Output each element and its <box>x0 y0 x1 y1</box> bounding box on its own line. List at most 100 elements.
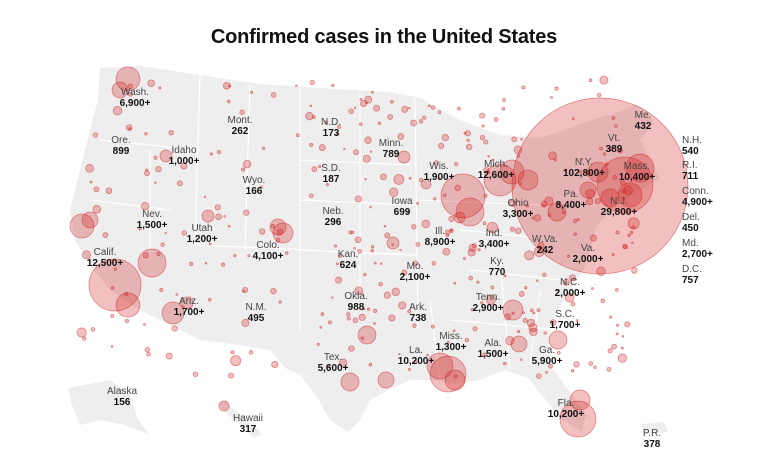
case-bubble <box>354 236 362 244</box>
state-name: Fla. <box>557 398 575 409</box>
state-label-wv: W.Va. 242 <box>532 234 558 256</box>
case-bubble <box>611 343 617 350</box>
case-bubble <box>586 197 594 206</box>
case-bubble <box>514 227 522 234</box>
case-bubble <box>319 326 323 329</box>
state-name: Miss. <box>439 331 463 342</box>
case-bubble <box>464 338 469 343</box>
state-label-nc: N.C. 2,000+ <box>555 277 586 299</box>
case-bubble <box>311 166 318 172</box>
state-name: Ga. <box>538 345 556 356</box>
case-bubble <box>483 139 489 145</box>
state-name: Md. <box>682 238 699 249</box>
state-case-count: 1,000+ <box>168 156 200 167</box>
case-bubble <box>386 236 400 250</box>
case-bubble <box>223 215 226 218</box>
case-bubble <box>522 317 528 323</box>
state-label-mn: Minn. 789 <box>379 138 403 160</box>
case-bubble <box>158 86 162 90</box>
case-bubble <box>201 209 215 223</box>
case-bubble <box>165 352 173 360</box>
case-bubble <box>621 188 626 194</box>
state-case-count: 770 <box>488 267 506 278</box>
case-bubble <box>359 122 363 127</box>
state-label-pa: Pa. 8,400+ <box>556 189 587 211</box>
state-label-al: Ala. 1,500+ <box>478 338 509 360</box>
state-case-count: 1,700+ <box>173 307 205 318</box>
case-bubble <box>192 371 199 377</box>
state-case-count: 317 <box>239 424 257 435</box>
state-name: Wash. <box>121 87 149 98</box>
case-bubble <box>371 91 374 94</box>
case-bubble <box>545 371 548 374</box>
case-bubble <box>599 146 603 151</box>
state-label-tn: Tenn. 2,900+ <box>473 292 504 314</box>
case-bubble <box>378 282 383 287</box>
state-label-az: Ariz. 1,700+ <box>174 296 205 318</box>
state-case-count: 8,400+ <box>555 200 587 211</box>
state-label-ky: Ky. 770 <box>489 256 506 278</box>
case-bubble <box>370 245 375 249</box>
case-bubble <box>111 81 129 99</box>
case-bubble <box>449 228 454 233</box>
case-bubble <box>270 223 276 229</box>
state-case-count: 173 <box>322 128 340 139</box>
case-bubble <box>562 278 570 286</box>
case-bubble <box>573 361 580 368</box>
state-label-oh: Ohio 3,300+ <box>503 198 534 220</box>
case-bubble <box>521 85 526 90</box>
case-bubble <box>209 152 213 156</box>
case-bubble <box>112 105 123 116</box>
contiguous-us-shape <box>70 66 660 432</box>
case-bubble <box>360 336 365 341</box>
case-bubble <box>308 193 314 198</box>
state-case-count: 711 <box>682 171 699 182</box>
case-bubble <box>214 204 221 211</box>
side-label-md: Md. 2,700+ <box>682 238 713 260</box>
state-case-count: 2,900+ <box>472 303 504 314</box>
state-name: Wyo. <box>242 175 266 186</box>
case-bubble <box>529 327 538 337</box>
state-label-ar: Ark. 738 <box>409 302 427 324</box>
state-name: Wis. <box>429 161 449 172</box>
state-case-count: 5,600+ <box>317 363 349 374</box>
state-case-count: 5,900+ <box>531 356 563 367</box>
state-case-count: 495 <box>247 313 265 324</box>
case-bubble <box>556 350 561 355</box>
case-bubble <box>357 249 362 254</box>
case-bubble <box>384 232 391 239</box>
state-case-count: 1,500+ <box>136 220 168 231</box>
case-bubble <box>596 266 606 276</box>
state-name: N.D. <box>321 117 341 128</box>
case-bubble <box>537 241 545 249</box>
state-name: Ohio <box>507 198 529 209</box>
case-bubble <box>463 257 466 260</box>
state-name: D.C. <box>682 264 702 275</box>
case-bubble <box>531 216 535 220</box>
case-bubble <box>364 136 372 144</box>
case-bubble <box>564 168 568 172</box>
case-bubble <box>271 360 279 369</box>
case-bubble <box>483 163 517 197</box>
case-bubble <box>89 180 93 184</box>
case-bubble <box>147 79 155 87</box>
case-bubble <box>368 362 373 367</box>
case-bubble <box>533 214 542 222</box>
case-bubble <box>479 112 486 119</box>
case-bubble <box>295 84 298 87</box>
case-bubble <box>128 91 133 97</box>
state-name: Iowa <box>391 196 413 207</box>
case-bubble <box>309 104 313 108</box>
case-bubble <box>331 83 335 87</box>
case-bubble <box>90 327 96 332</box>
case-bubble <box>615 288 619 292</box>
case-bubble <box>532 311 536 315</box>
state-name: Mo. <box>406 261 424 272</box>
case-bubble <box>541 203 546 208</box>
alaska-shape <box>68 380 150 435</box>
case-bubble <box>442 247 451 256</box>
case-bubble <box>377 121 382 125</box>
case-bubble <box>125 124 133 131</box>
case-bubble <box>573 219 578 224</box>
case-bubble <box>573 232 577 236</box>
